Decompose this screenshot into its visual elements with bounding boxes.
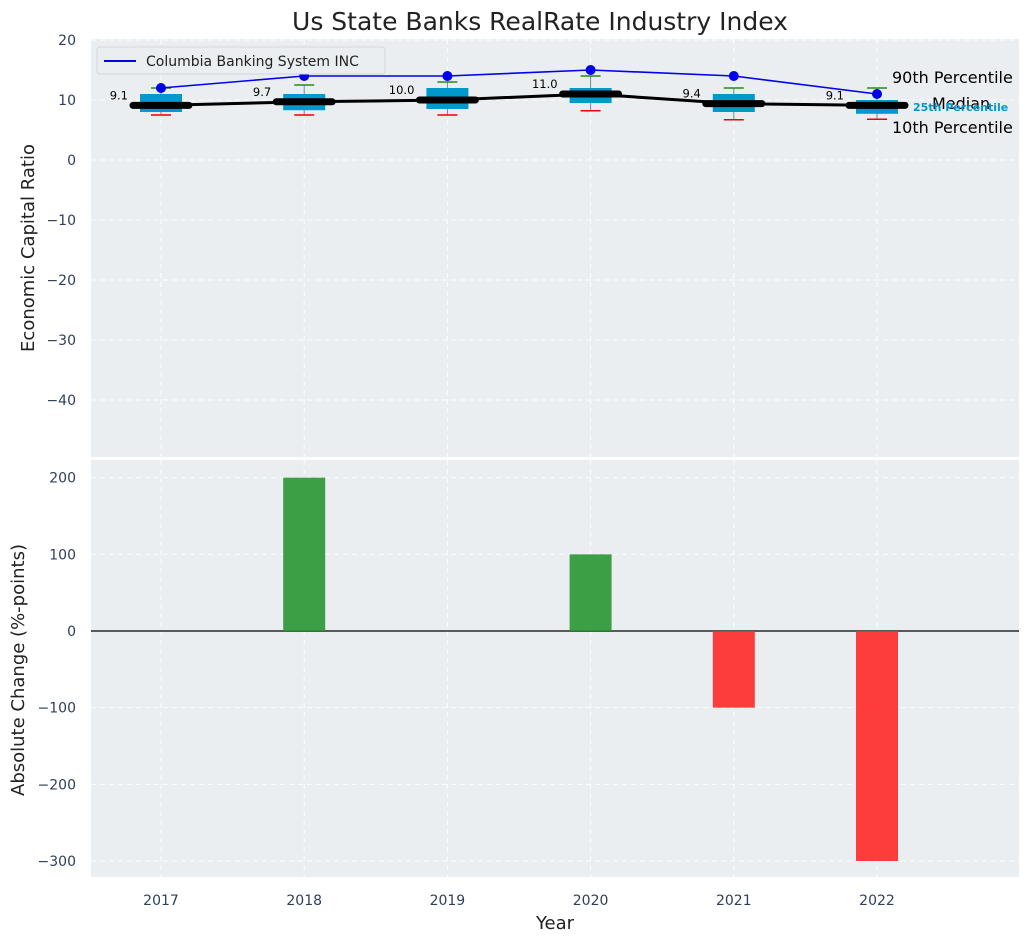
- top-y-tick-label: −10: [46, 213, 76, 229]
- x-tick-label: 2020: [573, 893, 609, 909]
- series-point: [585, 65, 596, 75]
- x-tick-label: 2017: [143, 893, 179, 909]
- median-line-group: [129, 90, 909, 109]
- bottom-grid: [91, 460, 1019, 877]
- top-grid: [91, 39, 1019, 457]
- top-y-tick-label: −20: [46, 273, 76, 289]
- x-tick-label: 2021: [716, 893, 752, 909]
- top-y-tick-label: 10: [58, 93, 76, 109]
- median-value-label: 9.1: [110, 88, 128, 102]
- bottom-y-ticks: 200 100 0 −100 −200 −300: [38, 471, 76, 870]
- top-y-tick-label: 0: [67, 153, 76, 169]
- chart-title: Us State Banks RealRate Industry Index: [292, 7, 788, 36]
- x-tick-label: 2018: [286, 893, 322, 909]
- median-value-label: 9.1: [826, 88, 844, 102]
- bottom-y-tick-label: −100: [38, 701, 76, 717]
- top-y-tick-label: −40: [46, 393, 76, 409]
- annotation-25th: 25th Percentile: [913, 101, 1008, 114]
- series-polyline: [160, 69, 878, 95]
- annotation-10th: 10th Percentile: [892, 118, 1013, 137]
- change-bar: [283, 477, 326, 631]
- change-bar: [569, 554, 612, 631]
- median-labels: 9.1 9.7 10.0 11.0 9.4 9.1: [110, 77, 844, 102]
- median-value-label: 9.4: [683, 87, 701, 101]
- top-y-ticks: 20 10 0 −10 −20 −30 −40: [46, 33, 76, 409]
- bottom-y-tick-label: −300: [38, 854, 76, 870]
- top-y-tick-label: 20: [58, 33, 76, 49]
- bottom-y-tick-label: −200: [38, 777, 76, 793]
- change-bar: [712, 631, 755, 708]
- series-point: [156, 83, 166, 93]
- legend-label: Columbia Banking System INC: [146, 54, 359, 70]
- top-y-axis-label: Economic Capital Ratio: [18, 144, 39, 352]
- annotation-90th: 90th Percentile: [892, 68, 1013, 87]
- bottom-y-tick-label: 0: [67, 624, 76, 640]
- x-axis-label: Year: [535, 913, 575, 934]
- median-value-label: 11.0: [532, 77, 558, 91]
- bottom-y-axis-label: Absolute Change (%-points): [8, 544, 29, 796]
- legend-box: [96, 46, 386, 75]
- median-value-label: 9.7: [253, 85, 271, 99]
- x-tick-label: 2019: [430, 893, 466, 909]
- change-bars: [283, 477, 898, 862]
- median-value-label: 10.0: [389, 83, 415, 97]
- series-point: [728, 71, 739, 81]
- bottom-y-tick-label: 100: [49, 547, 76, 563]
- bottom-y-tick-label: 200: [49, 471, 76, 487]
- annotation-median: Median: [932, 94, 990, 113]
- x-ticks: 2017 2018 2019 2020 2021 2022: [143, 893, 895, 909]
- change-bar: [856, 631, 898, 862]
- legend: Columbia Banking System INC: [96, 46, 386, 75]
- series-point: [442, 71, 453, 81]
- series-point: [872, 89, 882, 99]
- top-y-tick-label: −30: [46, 333, 76, 349]
- x-tick-label: 2022: [859, 893, 895, 909]
